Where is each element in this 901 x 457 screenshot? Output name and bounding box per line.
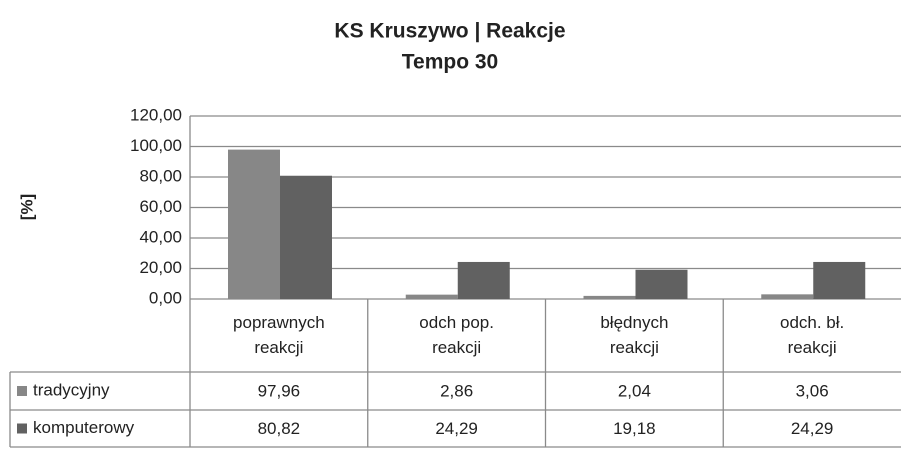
bar xyxy=(761,294,814,299)
y-tick-label: 20,00 xyxy=(139,258,182,277)
data-label: 19,18 xyxy=(613,419,656,438)
y-tick-label: 0,00 xyxy=(149,288,182,307)
bar xyxy=(813,261,866,299)
bar xyxy=(405,294,458,299)
data-label: 2,86 xyxy=(440,381,473,400)
data-label: 24,29 xyxy=(791,419,834,438)
bar xyxy=(635,269,688,299)
x-tick-label: poprawnych reakcji xyxy=(233,313,325,357)
y-tick-label: 100,00 xyxy=(130,136,182,155)
legend-swatch xyxy=(17,423,27,434)
bar xyxy=(583,295,636,299)
x-tick-label: odch. bł. reakcji xyxy=(779,313,845,357)
chart-subtitle: Tempo 30 xyxy=(402,51,498,74)
legend-label: tradycyjny xyxy=(33,380,110,399)
bar xyxy=(228,149,280,299)
data-label: 80,82 xyxy=(258,419,301,438)
legend-swatch xyxy=(17,386,27,396)
y-tick-label: 40,00 xyxy=(139,227,182,246)
y-axis-label: [%] xyxy=(17,194,36,220)
data-label: 2,04 xyxy=(618,381,651,400)
x-tick-label: błędnych reakcji xyxy=(600,313,669,357)
bar xyxy=(457,261,510,299)
y-tick-label: 80,00 xyxy=(139,166,182,185)
data-label: 97,96 xyxy=(258,381,301,400)
data-label: 24,29 xyxy=(435,419,478,438)
data-label: 3,06 xyxy=(796,381,829,400)
y-tick-label: 60,00 xyxy=(139,197,182,216)
x-tick-label: odch pop. reakcji xyxy=(419,313,494,357)
y-tick-label: 120,00 xyxy=(130,105,182,124)
legend-label: komputerowy xyxy=(33,418,135,437)
bar xyxy=(280,175,332,299)
chart-title: KS Kruszywo | Reakcje xyxy=(334,20,565,43)
